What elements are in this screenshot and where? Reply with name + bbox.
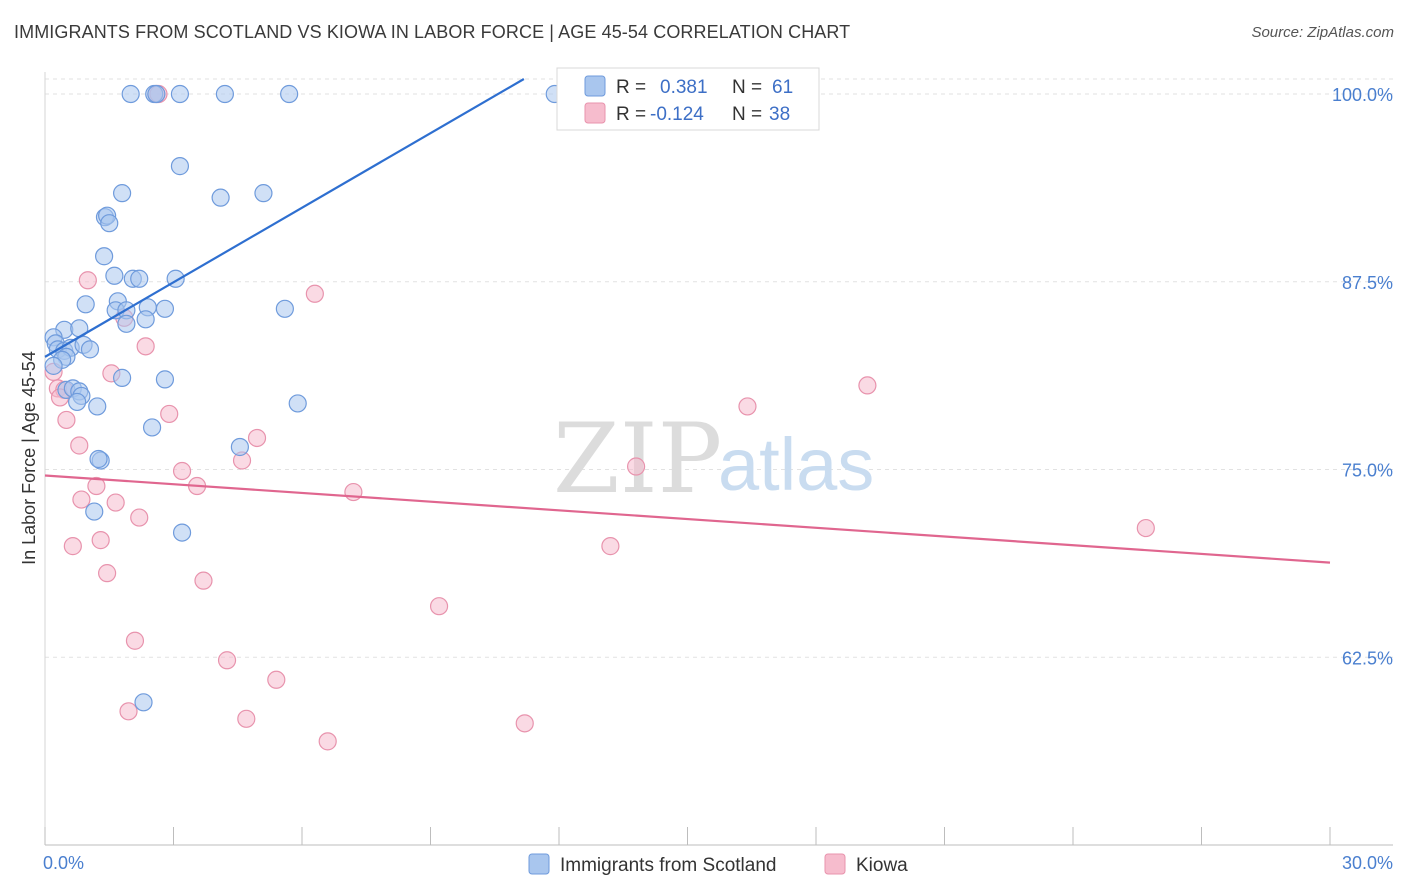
scotland-point — [105, 266, 124, 285]
x-tick-label: 0.0% — [43, 853, 84, 873]
kiowa-trend-line — [44, 474, 1331, 564]
legend-n-value-scotland: 61 — [772, 77, 793, 98]
scotland-point — [117, 314, 136, 333]
kiowa-point — [237, 709, 256, 728]
legend-r-value-scotland: 0.381 — [660, 77, 708, 98]
legend-n-label-scotland: N = — [732, 77, 762, 98]
scotland-point — [112, 368, 132, 387]
kiowa-point — [160, 404, 179, 424]
kiowa-point — [125, 631, 145, 650]
chart-title: IMMIGRANTS FROM SCOTLAND VS KIOWA IN LAB… — [14, 22, 851, 42]
kiowa-point — [515, 714, 534, 733]
kiowa-point — [87, 476, 106, 496]
legend-r-value-kiowa: -0.124 — [650, 104, 704, 125]
scotland-point — [130, 269, 149, 288]
kiowa-point — [70, 436, 89, 455]
scotland-point — [147, 84, 166, 104]
scotland-point — [134, 693, 153, 712]
legend-n-label-kiowa: N = — [732, 104, 762, 125]
scotland-point — [112, 184, 132, 203]
scotland-point — [275, 299, 294, 318]
y-tick-label: 75.0% — [1342, 461, 1393, 481]
bottom-legend-label-kiowa: Kiowa — [856, 855, 908, 876]
y-axis-label: In Labor Force | Age 45-54 — [19, 351, 39, 565]
legend-n-value-kiowa: 38 — [769, 104, 790, 125]
kiowa-point — [858, 376, 877, 395]
scotland-point — [155, 299, 175, 318]
scotland-point — [100, 214, 119, 233]
y-axis-tick-labels: 62.5% 75.0% 87.5% 100.0% — [1332, 85, 1393, 668]
bottom-legend-label-scotland: Immigrants from Scotland — [560, 855, 776, 876]
kiowa-point — [172, 461, 192, 481]
watermark-atlas: atlas — [718, 423, 874, 506]
scotland-point — [142, 418, 162, 437]
kiowa-point — [429, 597, 449, 616]
correlation-legend: R = 0.381 N = 61 R = -0.124 N = 38 — [556, 67, 820, 131]
kiowa-point — [106, 493, 125, 512]
source-credit: Source: ZipAtlas.com — [1251, 24, 1394, 41]
y-tick-label: 62.5% — [1342, 648, 1393, 668]
scotland-point — [172, 523, 192, 542]
y-tick-label: 87.5% — [1342, 273, 1393, 293]
kiowa-point — [119, 702, 138, 721]
legend-r-label-kiowa: R = — [616, 104, 646, 125]
x-tick-label: 30.0% — [1342, 853, 1393, 873]
scotland-point — [170, 157, 190, 176]
scotland-point — [170, 84, 190, 104]
gridlines — [45, 78, 1393, 658]
scotland-point — [88, 397, 107, 416]
scotland-point — [288, 394, 307, 413]
kiowa-point — [136, 337, 155, 356]
kiowa-point — [247, 428, 267, 448]
scotland-point — [85, 502, 104, 521]
kiowa-point — [98, 564, 117, 583]
kiowa-point — [91, 531, 110, 550]
bottom-legend-swatch-kiowa — [824, 853, 846, 875]
scotland-point — [89, 449, 108, 469]
kiowa-point — [72, 490, 91, 509]
kiowa-point — [626, 457, 646, 476]
scotland-point — [136, 310, 155, 329]
kiowa-point — [57, 410, 76, 430]
scotland-point — [254, 184, 273, 203]
scotland-point — [230, 437, 249, 457]
legend-swatch-kiowa — [584, 102, 606, 124]
trend-lines — [44, 78, 1331, 564]
series-legend: Immigrants from Scotland Kiowa — [528, 853, 908, 876]
scotland-point — [280, 84, 299, 104]
series-points — [44, 84, 1155, 751]
kiowa-point — [305, 284, 324, 303]
scotland-trend-line — [44, 78, 525, 358]
scotland-point — [95, 247, 114, 266]
scotland-point — [211, 188, 230, 207]
kiowa-point — [318, 732, 337, 751]
kiowa-point — [63, 537, 82, 556]
scotland-point — [155, 370, 175, 389]
scotland-point — [68, 392, 87, 412]
y-tick-label: 100.0% — [1332, 85, 1393, 105]
kiowa-point — [78, 271, 97, 290]
kiowa-point — [217, 651, 237, 670]
kiowa-point — [738, 397, 757, 416]
scotland-point — [76, 295, 95, 314]
kiowa-point — [1136, 518, 1155, 538]
scotland-point — [215, 84, 234, 104]
scotland-point — [80, 340, 100, 359]
x-axis-tick-labels: 0.0% 30.0% — [43, 853, 1393, 873]
legend-swatch-scotland — [584, 75, 606, 97]
bottom-legend-swatch-scotland — [528, 853, 550, 875]
kiowa-point — [267, 670, 286, 689]
kiowa-point — [601, 537, 620, 556]
scotland-point — [44, 356, 63, 375]
legend-r-label-scotland: R = — [616, 77, 646, 98]
kiowa-point — [194, 571, 213, 590]
scotland-point — [121, 84, 140, 104]
kiowa-point — [344, 482, 363, 502]
x-axis-ticks — [44, 827, 1331, 845]
kiowa-point — [130, 508, 149, 527]
